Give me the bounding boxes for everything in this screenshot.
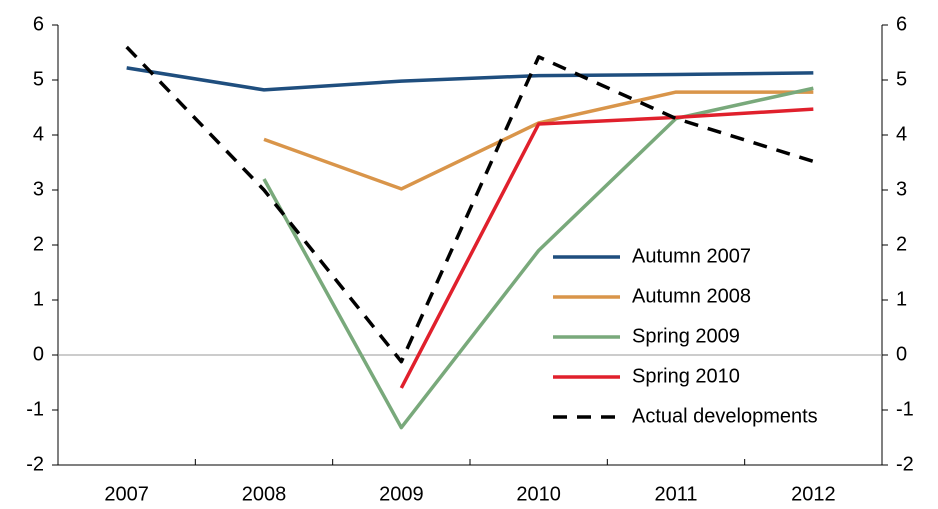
x-tick-label: 2012 <box>791 483 836 505</box>
x-tick-label: 2008 <box>242 483 287 505</box>
y-tick-label: 1 <box>33 288 44 310</box>
x-tick-label: 2010 <box>516 483 561 505</box>
y2-tick-label: 6 <box>896 13 907 35</box>
series-line <box>262 86 814 430</box>
y2-tick-label: -1 <box>896 398 914 420</box>
legend-label: Spring 2009 <box>632 325 740 347</box>
y2-tick-label: 0 <box>896 343 907 365</box>
legend-label: Autumn 2008 <box>632 285 751 307</box>
y2-tick-label: 3 <box>896 178 907 200</box>
x-tick-label: 2007 <box>104 483 149 505</box>
legend-label: Actual developments <box>632 405 818 427</box>
y2-tick-label: 4 <box>896 123 907 145</box>
series-line <box>399 107 814 389</box>
y-tick-label: 5 <box>33 68 44 90</box>
legend-label: Autumn 2007 <box>632 245 751 267</box>
y2-tick-label: 5 <box>896 68 907 90</box>
y-tick-label: 4 <box>33 123 44 145</box>
y-tick-label: -1 <box>26 398 44 420</box>
legend-label: Spring 2010 <box>632 365 740 387</box>
y-tick-label: 0 <box>33 343 44 365</box>
y-tick-label: 2 <box>33 233 44 255</box>
y2-tick-label: -2 <box>896 453 914 475</box>
series-line <box>125 45 814 364</box>
y-tick-label: 6 <box>33 13 44 35</box>
x-tick-label: 2011 <box>654 483 697 505</box>
y-tick-label: 3 <box>33 178 44 200</box>
y2-tick-label: 2 <box>896 233 907 255</box>
x-tick-label: 2009 <box>379 483 424 505</box>
series-line <box>126 66 814 92</box>
y-tick-label: -2 <box>26 453 44 475</box>
y2-tick-label: 1 <box>896 288 907 310</box>
